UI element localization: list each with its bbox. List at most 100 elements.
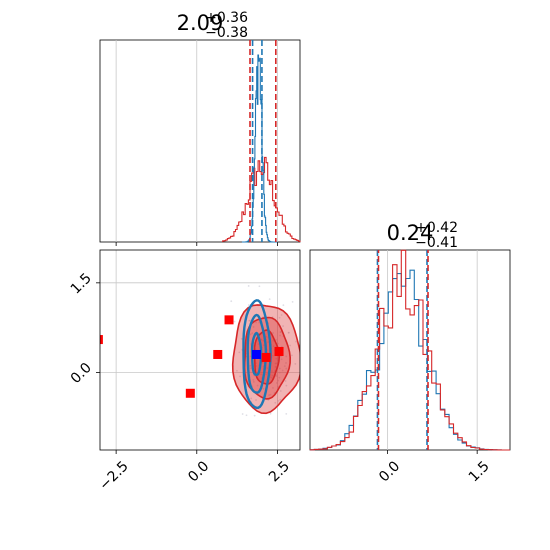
sample-point	[247, 304, 250, 306]
sample-point	[279, 331, 282, 334]
sample-point	[285, 355, 288, 358]
sample-point	[280, 358, 283, 361]
sample-point	[268, 394, 271, 397]
title-param1-minus: −0.41	[415, 235, 458, 251]
sample-point	[275, 362, 278, 365]
sample-point	[279, 331, 282, 333]
sample-point	[272, 339, 275, 342]
sample-point	[252, 381, 255, 383]
histogram-param1-frame	[309, 249, 511, 451]
marker-blue	[251, 349, 261, 359]
sample-point	[287, 331, 290, 334]
joint-y-axis: 0.0 1.5	[68, 270, 100, 387]
sample-point	[250, 397, 253, 400]
sample-point	[270, 376, 273, 379]
sample-point	[279, 355, 282, 358]
sample-point	[260, 338, 263, 341]
marker-red	[261, 352, 271, 362]
sample-point	[262, 339, 265, 342]
sample-point	[284, 380, 287, 382]
sample-point	[248, 319, 251, 322]
sample-point	[272, 345, 275, 347]
title-param1-value: 0.24	[387, 221, 434, 245]
sample-point	[287, 331, 290, 334]
sample-point	[271, 370, 273, 372]
sample-point	[255, 365, 258, 367]
sample-point	[245, 414, 248, 417]
x-tick-label: 1.5	[466, 458, 493, 485]
sample-point	[295, 340, 297, 343]
histogram-param0-curves	[222, 40, 301, 243]
marker-red	[274, 346, 284, 356]
sample-point	[260, 373, 263, 376]
sample-point	[262, 387, 265, 390]
sample-point	[239, 375, 241, 378]
sample-point	[269, 393, 272, 396]
sample-point	[251, 332, 254, 335]
title-param0-value: 2.09	[177, 11, 224, 35]
sample-point	[256, 384, 259, 387]
histogram-param1-x-axis: 0.0 1.5	[376, 450, 493, 485]
sample-point	[276, 382, 278, 384]
sample-point	[279, 334, 281, 337]
sample-point	[241, 413, 244, 415]
contour-blue	[242, 299, 272, 409]
sample-point	[272, 354, 274, 357]
sample-point	[275, 338, 277, 341]
y-tick-label: 1.5	[68, 270, 95, 297]
joint-panel: −2.5 0.0 2.5 0.0 1.5	[68, 249, 301, 494]
sample-point	[272, 387, 274, 389]
sample-point	[274, 365, 277, 368]
sample-point	[294, 363, 297, 365]
sample-point	[291, 354, 293, 357]
marker-red	[213, 349, 223, 359]
marker-red	[185, 388, 195, 398]
x-tick-label: −2.5	[96, 458, 131, 493]
sample-point	[277, 400, 280, 402]
sample-point	[252, 378, 255, 381]
title-param0: 2.09	[177, 11, 224, 35]
sample-point	[238, 351, 241, 354]
sample-point	[250, 367, 252, 370]
histogram-param1-curves	[309, 249, 510, 451]
sample-point	[230, 300, 233, 303]
sample-point	[281, 369, 284, 372]
sample-point	[276, 375, 278, 377]
joint-grid	[100, 250, 300, 450]
histogram-blue-series	[241, 54, 278, 243]
sample-point	[278, 367, 281, 370]
sample-point	[255, 321, 257, 324]
sample-point	[278, 316, 281, 319]
sample-point	[280, 314, 283, 316]
sample-point	[268, 298, 271, 301]
sample-point	[285, 384, 288, 387]
sample-point	[274, 401, 277, 404]
sample-point	[277, 379, 280, 382]
histogram-param1-panel: 0.0 1.5 0.24 +0.42 −0.41	[309, 220, 511, 485]
contour-blue	[246, 313, 267, 394]
sample-point	[279, 398, 282, 401]
sample-point	[258, 285, 261, 288]
sample-point	[269, 376, 272, 378]
joint-x-axis: −2.5 0.0 2.5	[96, 450, 293, 494]
sample-point	[257, 343, 260, 345]
sample-point	[289, 344, 292, 347]
sample-point	[271, 374, 274, 377]
sample-point	[278, 376, 281, 379]
joint-plot-area	[100, 285, 300, 417]
sample-point	[285, 362, 287, 364]
sample-point	[267, 341, 269, 344]
sample-point	[262, 361, 264, 364]
histogram-param0-frame	[99, 39, 301, 243]
sample-point	[247, 285, 250, 287]
sample-point	[260, 338, 263, 341]
title-param0-minus: −0.38	[205, 25, 248, 41]
sample-point	[255, 399, 257, 401]
sample-point	[282, 325, 284, 327]
sample-point	[249, 364, 252, 367]
x-tick-label: 2.5	[266, 458, 293, 485]
y-tick-label: 0.0	[68, 360, 95, 387]
sample-point	[249, 333, 252, 336]
sample-point	[291, 300, 294, 303]
